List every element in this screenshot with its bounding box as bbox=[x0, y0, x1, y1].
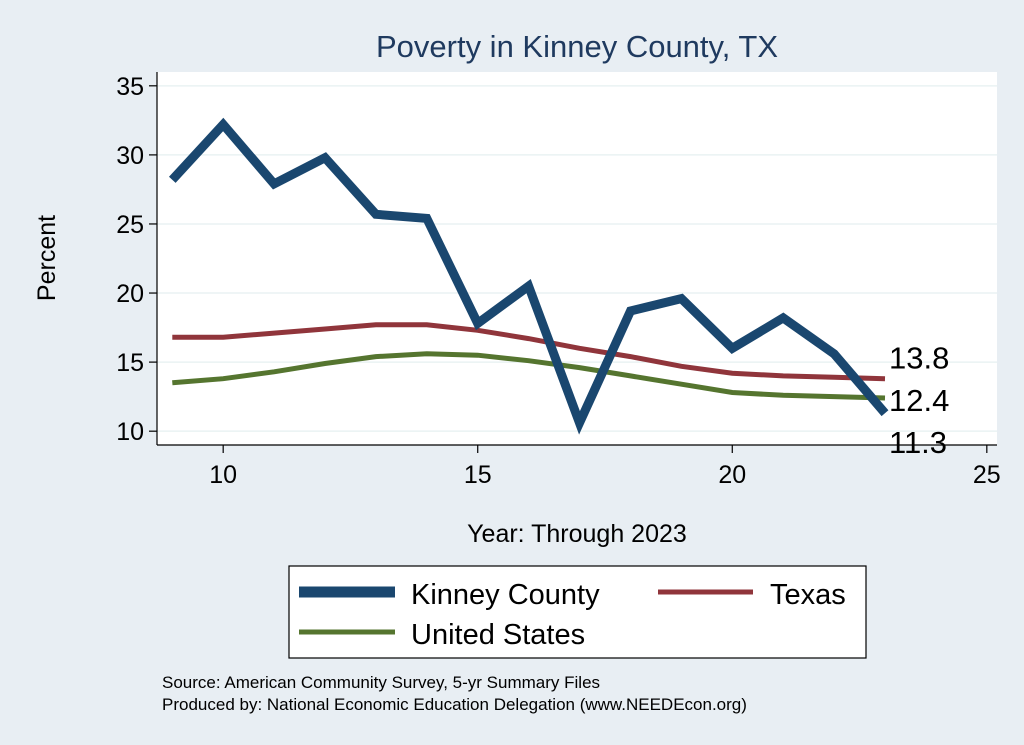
source-note: Source: American Community Survey, 5-yr … bbox=[162, 673, 600, 692]
series-line-kinney-county bbox=[168, 117, 889, 435]
axes bbox=[156, 72, 997, 446]
legend-label-us: United States bbox=[411, 619, 585, 651]
end-label: 12.4 bbox=[889, 383, 949, 418]
series-line-texas bbox=[172, 322, 886, 382]
y-axis-label: Percent bbox=[33, 215, 61, 301]
chart-title: Poverty in Kinney County, TX bbox=[376, 29, 778, 64]
legend-box bbox=[288, 565, 867, 659]
y-tick-label: 15 bbox=[116, 349, 144, 377]
series-lines bbox=[168, 117, 889, 435]
x-tick-label: 25 bbox=[973, 461, 1001, 489]
end-label: 13.8 bbox=[889, 341, 949, 376]
end-labels: 11.3 13.8 12.4 bbox=[889, 341, 949, 461]
produced-by-note: Produced by: National Economic Education… bbox=[162, 695, 747, 714]
plot-area bbox=[157, 72, 997, 445]
y-tick-label: 30 bbox=[116, 142, 144, 170]
y-tick-label: 35 bbox=[116, 73, 144, 101]
end-label: 11.3 bbox=[889, 425, 947, 460]
gridlines bbox=[157, 85, 997, 432]
y-tick-label: 10 bbox=[116, 418, 144, 446]
legend: Kinney County Texas United States bbox=[288, 565, 867, 659]
y-tick-label: 25 bbox=[116, 211, 144, 239]
legend-label-kinney: Kinney County bbox=[411, 579, 600, 611]
x-tick-label: 10 bbox=[209, 461, 237, 489]
x-ticks: 10 15 20 25 bbox=[209, 445, 1001, 489]
x-tick-label: 20 bbox=[718, 461, 746, 489]
y-tick-label: 20 bbox=[116, 280, 144, 308]
x-axis-label: Year: Through 2023 bbox=[467, 520, 687, 548]
x-tick-label: 15 bbox=[464, 461, 492, 489]
series-line-united-states bbox=[172, 351, 886, 401]
legend-label-texas: Texas bbox=[770, 579, 846, 611]
y-ticks: 10 15 20 25 30 35 bbox=[116, 73, 157, 446]
